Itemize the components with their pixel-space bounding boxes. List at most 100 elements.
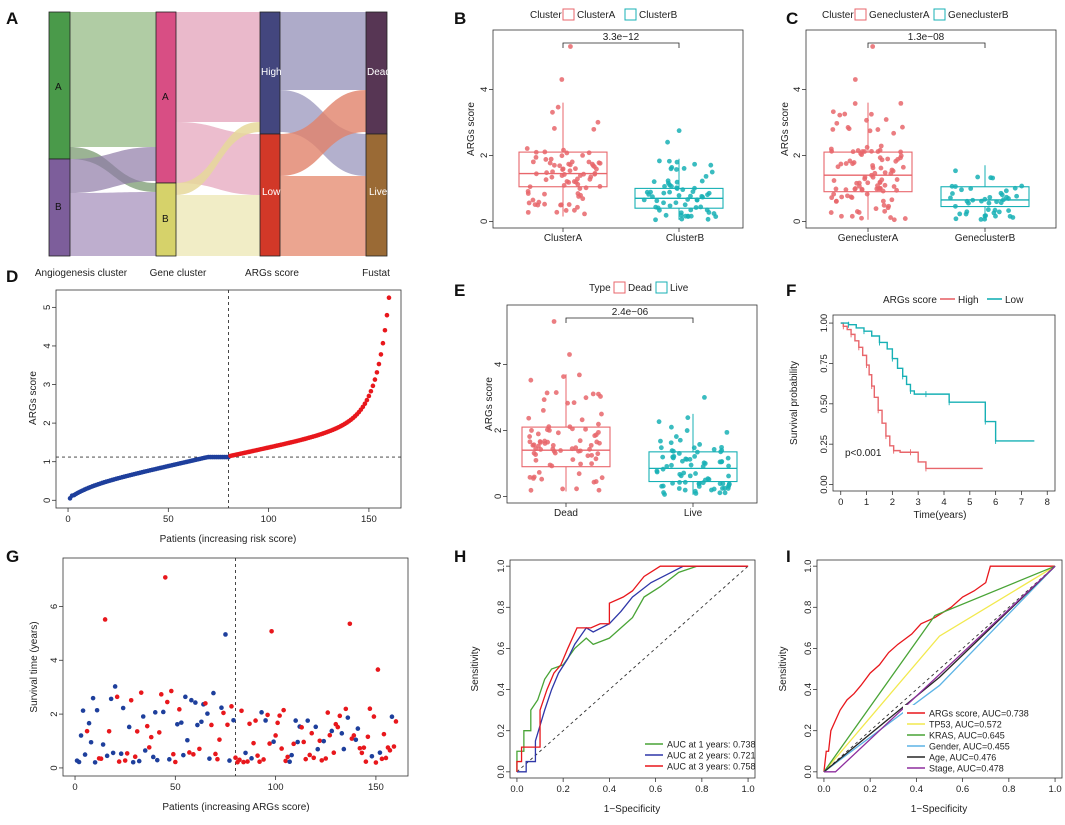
data-point [898,100,904,106]
data-point [845,193,850,199]
x-tick-a: Dead [554,508,578,519]
point-dead [379,756,385,762]
point-dead [301,739,306,745]
point-alive [110,750,116,756]
legend-label: AUC at 2 years: 0.721 [667,751,756,761]
node-args-low [259,133,281,257]
x-tick-label: 0.4 [603,784,616,795]
point-dead [162,575,168,580]
point-alive [205,711,210,716]
data-point [541,397,547,403]
flow-high-to-dead [280,12,366,90]
node-label-fustat-live: Live [369,187,388,198]
data-point [957,211,963,217]
data-point [587,446,592,452]
y-tick-label: 0.25 [819,435,830,454]
roc-curve [516,565,749,772]
point-alive [353,737,359,743]
data-point [970,197,976,203]
axis-label-args-score: ARGs score [245,268,299,279]
data-point [547,160,553,166]
legend-swatch-b [624,8,637,21]
point-alive [207,756,212,761]
data-point [706,190,712,196]
data-point [542,149,548,155]
data-point [660,483,666,489]
x-tick-b: GeneclusterB [955,233,1016,244]
point-alive [86,720,92,726]
data-point [708,162,714,168]
data-point [526,415,532,421]
data-point [964,198,970,204]
data-point [577,186,583,191]
x-tick-label: 0 [838,497,843,508]
y-tick-label: 2 [493,428,504,433]
data-point [988,175,994,181]
data-point [524,146,530,151]
data-point [852,186,858,192]
flow-low-to-live [280,176,366,256]
point-dead [253,718,258,723]
point-alive [321,738,327,744]
point-alive [76,759,82,765]
data-point [688,193,693,199]
outlier-point [559,77,565,82]
point-dead [371,714,377,719]
panel-letter-a: A [6,9,18,28]
data-point [694,449,700,455]
flow-gene-b-to-low [176,195,260,256]
data-point [685,415,691,421]
point-dead [146,745,152,750]
data-point [550,443,556,448]
point-dead [247,721,252,727]
data-point [596,487,602,493]
data-point [724,429,730,435]
legend-label: AUC at 3 years: 0.758 [667,762,756,772]
data-point [658,438,663,444]
data-point [558,448,563,453]
data-point [543,157,549,162]
point-dead [215,756,220,762]
legend-label: KRAS, AUC=0.645 [929,731,1005,741]
data-point [527,474,533,480]
data-point [663,212,669,218]
data-point [704,207,710,213]
data-point [696,484,702,489]
data-point [725,455,731,461]
x-axis-label: Patients (increasing risk score) [160,534,297,545]
legend-title: Cluster [822,10,854,21]
point-dead [373,760,379,765]
data-point [549,463,555,469]
data-point [660,466,666,472]
x-tick-label: 0 [72,782,77,793]
x-tick-label: 150 [361,514,377,525]
data-point [654,468,660,474]
data-point [669,424,674,430]
x-tick-label: 50 [163,514,174,525]
data-point [661,190,667,196]
point-dead [343,706,349,712]
data-point [595,451,601,457]
data-point [674,186,680,191]
data-point [561,147,566,153]
data-point [849,213,855,219]
legend-label: Age, AUC=0.476 [929,753,996,763]
point-alive [100,742,106,747]
point-dead [106,728,112,734]
x-tick-label: 0.0 [817,784,830,795]
data-point [891,184,897,189]
point-high-risk [374,370,380,375]
data-point [720,481,726,487]
plot-border [816,559,1063,779]
outlier-point [702,395,707,400]
data-point [671,453,677,459]
data-point [676,193,682,198]
data-point [583,395,589,401]
legend-title: Cluster [530,10,562,21]
legend-box [903,705,1025,777]
point-dead [363,759,369,764]
data-point [878,165,884,171]
data-point [653,217,658,223]
plot-border [832,314,1056,492]
data-point [673,434,679,439]
